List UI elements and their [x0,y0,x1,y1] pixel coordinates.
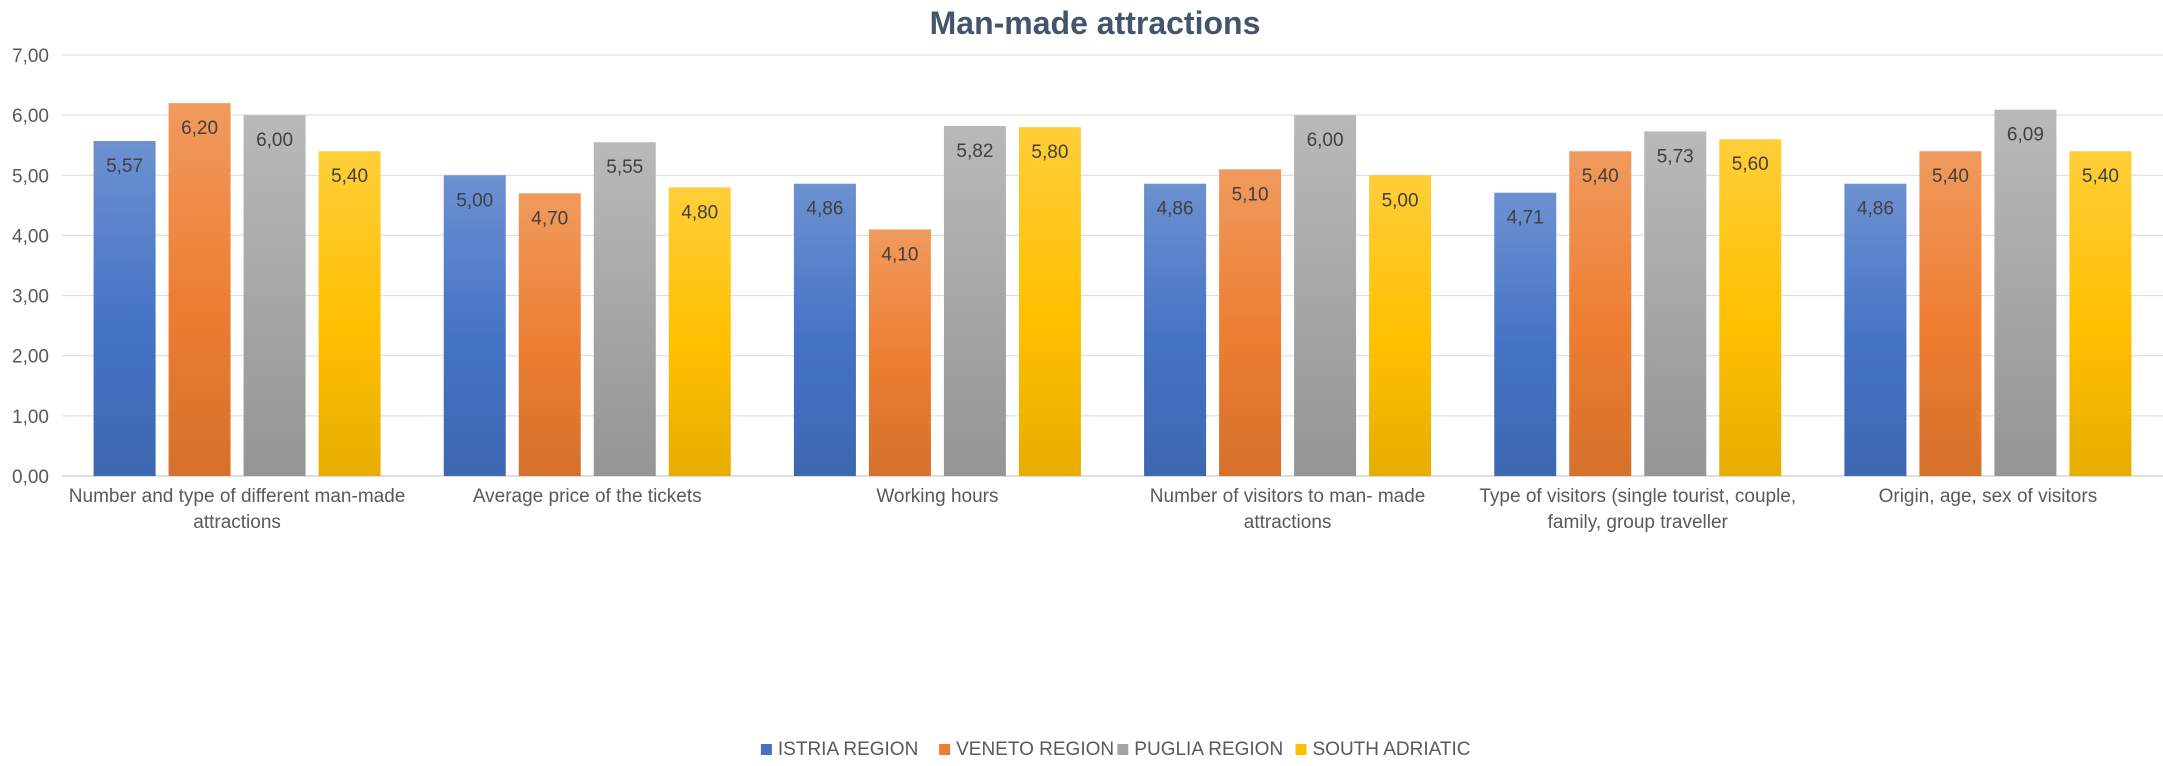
x-category-label: Number of visitors to man- made [1150,486,1426,507]
data-label: 5,00 [1382,190,1419,211]
x-axis-categories: Number and type of different man-made att… [69,486,2097,533]
legend-item: PUGLIA REGION [1117,739,1283,760]
data-label: 4,86 [1157,199,1194,220]
gridlines [62,54,2163,477]
x-category-label: Average price of the tickets [473,486,702,507]
data-labels: 5,57 6,20 6,00 5,40 5,00 4,70 5,55 4,80 4,86 4,10… [106,118,2119,265]
x-category-label: Working hours [876,486,998,507]
bar-veneto-region-5 [1919,151,1982,476]
y-tick-label: 4,00 [12,226,49,247]
legend-swatch [1117,744,1129,755]
bar-south-adriatic-4 [1719,139,1782,476]
data-label: 6,09 [2007,125,2044,146]
x-category-label: attractions [1244,512,1332,533]
x-category-label: Number and type of different man-made [69,486,406,507]
bar-istria-region-5 [1844,183,1907,476]
data-label: 4,10 [881,244,918,265]
legend-swatch [760,744,772,755]
bar-puglia-region-1 [593,142,656,476]
y-tick-label: 2,00 [12,347,49,368]
bar-istria-region-1 [443,175,506,477]
data-label: 5,00 [456,190,493,211]
bar-south-adriatic-1 [668,187,731,477]
y-tick-label: 7,00 [12,46,49,67]
bar-puglia-region-5 [1994,109,2057,476]
bar-veneto-region-1 [518,193,581,477]
y-axis-ticks: 0,00 1,00 2,00 3,00 4,00 5,00 6,00 7,00 [12,46,49,488]
bar-south-adriatic-5 [2069,151,2132,476]
legend-label: ISTRIA REGION [778,739,918,760]
bar-south-adriatic-3 [1369,175,1432,477]
bar-south-adriatic-0 [318,151,381,476]
bar-istria-region-0 [93,141,156,477]
bar-veneto-region-3 [1219,169,1282,476]
y-tick-label: 3,00 [12,287,49,308]
legend-swatch [1295,744,1307,755]
x-category-label: Origin, age, sex of visitors [1879,486,2098,507]
data-label: 5,40 [1582,166,1619,187]
data-label: 5,10 [1232,184,1269,205]
data-label: 5,55 [606,157,643,178]
bar-puglia-region-3 [1294,115,1357,477]
x-category-label: family, group traveller [1548,512,1729,533]
legend-label: SOUTH ADRIATIC [1313,739,1471,760]
data-label: 4,86 [806,199,843,220]
data-label: 5,40 [331,166,368,187]
data-label: 6,20 [181,118,218,139]
legend-swatch [939,744,951,755]
x-category-label: attractions [193,512,281,533]
x-category-label: Type of visitors (single tourist, couple… [1479,486,1796,507]
bar-puglia-region-2 [943,125,1006,477]
y-tick-label: 0,00 [12,467,49,488]
legend-label: VENETO REGION [956,739,1114,760]
data-label: 5,57 [106,156,143,177]
data-label: 5,40 [2082,166,2119,187]
chart-title: Man-made attractions [930,5,1261,41]
data-label: 4,80 [681,202,718,223]
data-label: 5,80 [1031,142,1068,163]
data-label: 5,40 [1932,166,1969,187]
bar-istria-region-4 [1494,192,1557,476]
legend-label: PUGLIA REGION [1134,739,1283,760]
legend-item: SOUTH ADRIATIC [1295,739,1471,760]
bar-istria-region-2 [793,183,856,476]
y-tick-label: 1,00 [12,407,49,428]
legend-item: ISTRIA REGION [760,739,918,760]
y-tick-label: 5,00 [12,166,49,187]
bar-istria-region-3 [1144,183,1207,476]
data-label: 4,86 [1857,199,1894,220]
data-label: 6,00 [1307,130,1344,151]
data-label: 6,00 [256,130,293,151]
bars [93,103,2132,477]
y-tick-label: 6,00 [12,106,49,127]
data-label: 4,71 [1507,208,1544,229]
data-label: 5,82 [956,141,993,162]
bar-south-adriatic-2 [1018,127,1081,477]
data-label: 4,70 [531,208,568,229]
data-label: 5,73 [1657,146,1694,167]
bar-puglia-region-0 [243,115,306,477]
bar-veneto-region-2 [868,229,931,476]
legend-item: VENETO REGION [939,739,1114,760]
data-label: 5,60 [1732,154,1769,175]
bar-veneto-region-0 [168,103,231,476]
bar-puglia-region-4 [1644,131,1707,477]
legend: ISTRIA REGION VENETO REGION PUGLIA REGION S… [760,739,1471,760]
bar-veneto-region-4 [1569,151,1632,476]
